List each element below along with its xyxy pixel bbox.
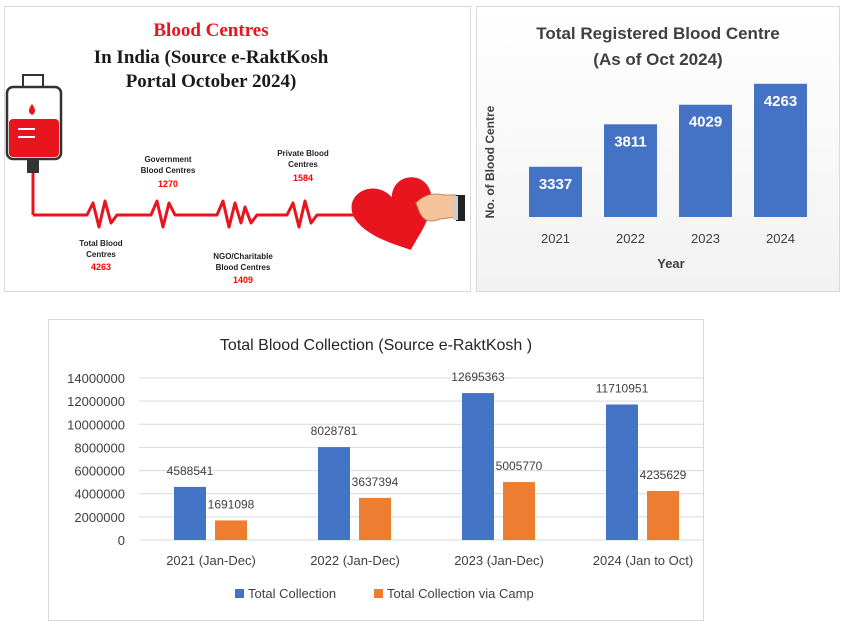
collection-y-tick-8000000: 8000000 xyxy=(74,440,125,455)
collection-bar-camp-0 xyxy=(215,520,247,540)
infographic-subtitle-line2: Portal October 2024) xyxy=(126,71,297,92)
collection-y-tick-4000000: 4000000 xyxy=(74,487,125,502)
blood-centres-infographic: Blood Centres In India (Source e-RaktKos… xyxy=(4,6,471,292)
collection-chart-title: Total Blood Collection (Source e-RaktKos… xyxy=(220,337,532,354)
collection-x-tick-1: 2022 (Jan-Dec) xyxy=(310,553,400,568)
item-label-ngo-line2: Blood Centres xyxy=(216,263,271,272)
heartbeat-line xyxy=(33,199,357,229)
item-value-private: 1584 xyxy=(293,173,313,183)
collection-data-label-camp-1: 3637394 xyxy=(352,475,399,489)
registered-x-tick-2021: 2021 xyxy=(541,231,570,246)
heart-hand-icon xyxy=(351,177,465,250)
registered-chart-xlabel: Year xyxy=(657,256,684,271)
legend-swatch-total-collection xyxy=(235,589,244,598)
collection-y-tick-10000000: 10000000 xyxy=(67,417,125,432)
collection-chart-svg: Total Blood Collection (Source e-RaktKos… xyxy=(67,337,713,601)
registered-chart-title: Total Registered Blood Centre xyxy=(536,24,779,43)
collection-bar-total-1 xyxy=(318,447,350,540)
registered-bar-2022 xyxy=(604,124,657,217)
infographic-title: Blood Centres xyxy=(153,20,268,41)
infographic-subtitle-line1: In India (Source e-RaktKosh xyxy=(94,47,329,68)
collection-y-tick-0: 0 xyxy=(118,533,125,548)
collection-y-tick-2000000: 2000000 xyxy=(74,510,125,525)
collection-y-tick-14000000: 14000000 xyxy=(67,371,125,386)
collection-data-label-total-1: 8028781 xyxy=(311,424,358,438)
collection-data-label-total-2: 12695363 xyxy=(451,370,505,384)
registered-chart-svg: Total Registered Blood Centre (As of Oct… xyxy=(483,24,807,271)
item-value-government: 1270 xyxy=(158,179,178,189)
item-label-ngo-line1: NGO/Charitable xyxy=(213,252,273,261)
item-label-private-line1: Private Blood xyxy=(277,149,329,158)
infographic-svg: Blood Centres In India (Source e-RaktKos… xyxy=(5,20,465,285)
collection-data-label-camp-3: 4235629 xyxy=(640,468,687,482)
collection-data-label-total-3: 11710951 xyxy=(596,381,649,395)
registered-data-label-2022: 3811 xyxy=(614,133,647,150)
registered-bar-2024 xyxy=(754,83,807,217)
item-label-government-line1: Government xyxy=(144,155,191,164)
total-blood-collection-chart: Total Blood Collection (Source e-RaktKos… xyxy=(48,319,713,621)
collection-data-label-camp-0: 1691098 xyxy=(208,497,255,511)
collection-x-tick-3: 2024 (Jan to Oct) xyxy=(593,553,693,568)
item-label-government-line2: Blood Centres xyxy=(141,166,196,175)
registered-blood-centre-chart: Total Registered Blood Centre (As of Oct… xyxy=(476,6,840,292)
registered-data-label-2021: 3337 xyxy=(539,176,572,193)
legend-label-total-collection: Total Collection xyxy=(248,586,336,601)
item-value-ngo: 1409 xyxy=(233,275,253,285)
item-label-total-line1: Total Blood xyxy=(79,239,123,248)
collection-bar-total-2 xyxy=(462,393,494,540)
collection-bar-camp-3 xyxy=(647,490,679,540)
collection-bar-camp-2 xyxy=(503,482,535,540)
registered-data-label-2023: 4029 xyxy=(689,114,722,131)
item-value-total: 4263 xyxy=(91,262,111,272)
registered-x-tick-2022: 2022 xyxy=(616,231,645,246)
registered-bar-2021 xyxy=(529,166,582,217)
registered-chart-subtitle: (As of Oct 2024) xyxy=(593,50,722,69)
item-label-total-line2: Centres xyxy=(86,250,116,259)
registered-x-tick-2024: 2024 xyxy=(766,231,795,246)
collection-data-label-camp-2: 5005770 xyxy=(496,459,543,473)
registered-data-label-2024: 4263 xyxy=(764,93,797,110)
registered-chart-ylabel: No. of Blood Centre xyxy=(483,105,497,218)
registered-x-tick-2023: 2023 xyxy=(691,231,720,246)
collection-y-tick-12000000: 12000000 xyxy=(67,394,125,409)
legend-label-camp-collection: Total Collection via Camp xyxy=(387,586,534,601)
collection-bar-total-3 xyxy=(606,404,638,540)
collection-y-tick-6000000: 6000000 xyxy=(74,464,125,479)
collection-legend: Total Collection Total Collection via Ca… xyxy=(235,586,534,601)
collection-bar-camp-1 xyxy=(359,497,391,540)
registered-bar-2023 xyxy=(679,104,732,217)
collection-x-tick-2: 2023 (Jan-Dec) xyxy=(454,553,544,568)
item-label-private-line2: Centres xyxy=(288,160,318,169)
blood-bag-icon xyxy=(5,74,63,215)
legend-swatch-camp-collection xyxy=(374,589,383,598)
collection-bar-total-0 xyxy=(174,486,206,540)
collection-x-tick-0: 2021 (Jan-Dec) xyxy=(166,553,256,568)
collection-data-label-total-0: 4588541 xyxy=(167,464,214,478)
